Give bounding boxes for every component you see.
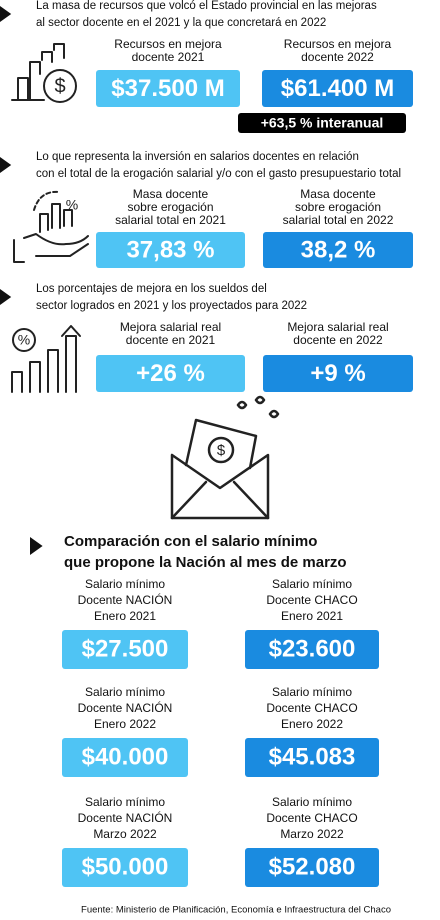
value-box	[263, 355, 413, 392]
svg-text:$: $	[54, 75, 65, 97]
value-box	[62, 848, 188, 887]
card-label: docente en 2022	[293, 333, 383, 347]
card-label: Salario mínimo	[85, 577, 165, 591]
icon-envelope: $	[170, 395, 280, 520]
svg-text:%: %	[66, 197, 78, 213]
card-label: Salario mínimo	[85, 795, 165, 809]
note-text: +63,5 % interanual	[261, 115, 384, 131]
bullet-arrow	[0, 6, 12, 22]
value-box	[245, 630, 379, 669]
card-label: Recursos en mejora	[284, 37, 392, 51]
card-value: 38,2 %	[301, 236, 376, 263]
value-box	[96, 355, 245, 392]
card-value: 37,83 %	[126, 236, 214, 263]
card-label: Salario mínimo	[272, 577, 352, 591]
card-label: Enero 2021	[281, 609, 343, 623]
intro-text: con el total de la erogación salarial y/…	[36, 168, 401, 180]
card-label: Docente CHACO	[266, 701, 357, 715]
card-label: Marzo 2022	[93, 827, 157, 841]
card-label: Docente NACIÓN	[78, 810, 173, 825]
intro-text: Lo que representa la inversión en salari…	[36, 151, 359, 163]
card-label: Salario mínimo	[85, 685, 165, 699]
card-label: Recursos en mejora	[114, 37, 222, 51]
svg-text:%: %	[18, 332, 30, 348]
card-label: Enero 2022	[94, 717, 156, 731]
card-label: Enero 2022	[281, 717, 343, 731]
value-box	[263, 232, 413, 268]
card-value: $45.083	[269, 743, 356, 770]
card-value: +9 %	[310, 360, 365, 387]
card-value: $50.000	[82, 853, 169, 880]
card-label: Mejora salarial real	[287, 320, 388, 334]
intro-text: Los porcentajes de mejora en los sueldos…	[36, 283, 267, 295]
intro-text: La masa de recursos que volcó el Estado …	[36, 0, 377, 12]
value-box	[245, 848, 379, 887]
value-box	[96, 70, 240, 107]
card-value: +26 %	[136, 360, 205, 387]
card-label: sobre erogación	[295, 200, 381, 214]
value-box	[96, 232, 245, 268]
comparison-title: que propone la Nación al mes de marzo	[64, 554, 347, 571]
card-label: Enero 2021	[94, 609, 156, 623]
card-value: $40.000	[82, 743, 169, 770]
intro-text: sector logrados en 2021 y los proyectado…	[36, 300, 307, 312]
icon-percent-growth: %	[11, 325, 81, 393]
card-label: Masa docente	[133, 187, 209, 201]
bullet-arrow	[0, 289, 12, 305]
card-label: Masa docente	[300, 187, 376, 201]
card-label: docente en 2021	[126, 333, 216, 347]
card-value: $37.500 M	[111, 75, 224, 102]
card-label: Mejora salarial real	[120, 320, 221, 334]
card-label: Salario mínimo	[272, 795, 352, 809]
svg-text:$: $	[217, 442, 226, 459]
card-value: $27.500	[82, 635, 169, 662]
card-label: Docente CHACO	[266, 593, 357, 607]
note-box	[238, 113, 406, 133]
bullet-arrow	[30, 537, 43, 555]
card-label: Docente CHACO	[266, 811, 357, 825]
source: Fuente: Ministerio de Planificación, Eco…	[81, 905, 391, 916]
card-label: docente 2022	[301, 50, 374, 64]
card-label: Docente NACIÓN	[78, 592, 173, 607]
card-value: $23.600	[269, 635, 356, 662]
card-label: Docente NACIÓN	[78, 700, 173, 715]
card-label: sobre erogación	[127, 200, 213, 214]
card-value: $52.080	[269, 853, 356, 880]
card-label: salarial total en 2022	[283, 213, 394, 227]
icon-hand-chart: %	[13, 190, 89, 263]
value-box	[62, 738, 188, 777]
intro-text: al sector docente en el 2021 y la que co…	[36, 17, 326, 29]
card-label: Salario mínimo	[272, 685, 352, 699]
value-box	[262, 70, 413, 107]
value-box	[62, 630, 188, 669]
card-label: salarial total en 2021	[115, 213, 226, 227]
bullet-arrow	[0, 157, 12, 173]
icon-money-chart: $	[11, 43, 77, 103]
card-label: Marzo 2022	[280, 827, 344, 841]
comparison-title: Comparación con el salario mínimo	[64, 533, 317, 550]
value-box	[245, 738, 379, 777]
card-value: $61.400 M	[281, 75, 394, 102]
card-label: docente 2021	[132, 50, 205, 64]
